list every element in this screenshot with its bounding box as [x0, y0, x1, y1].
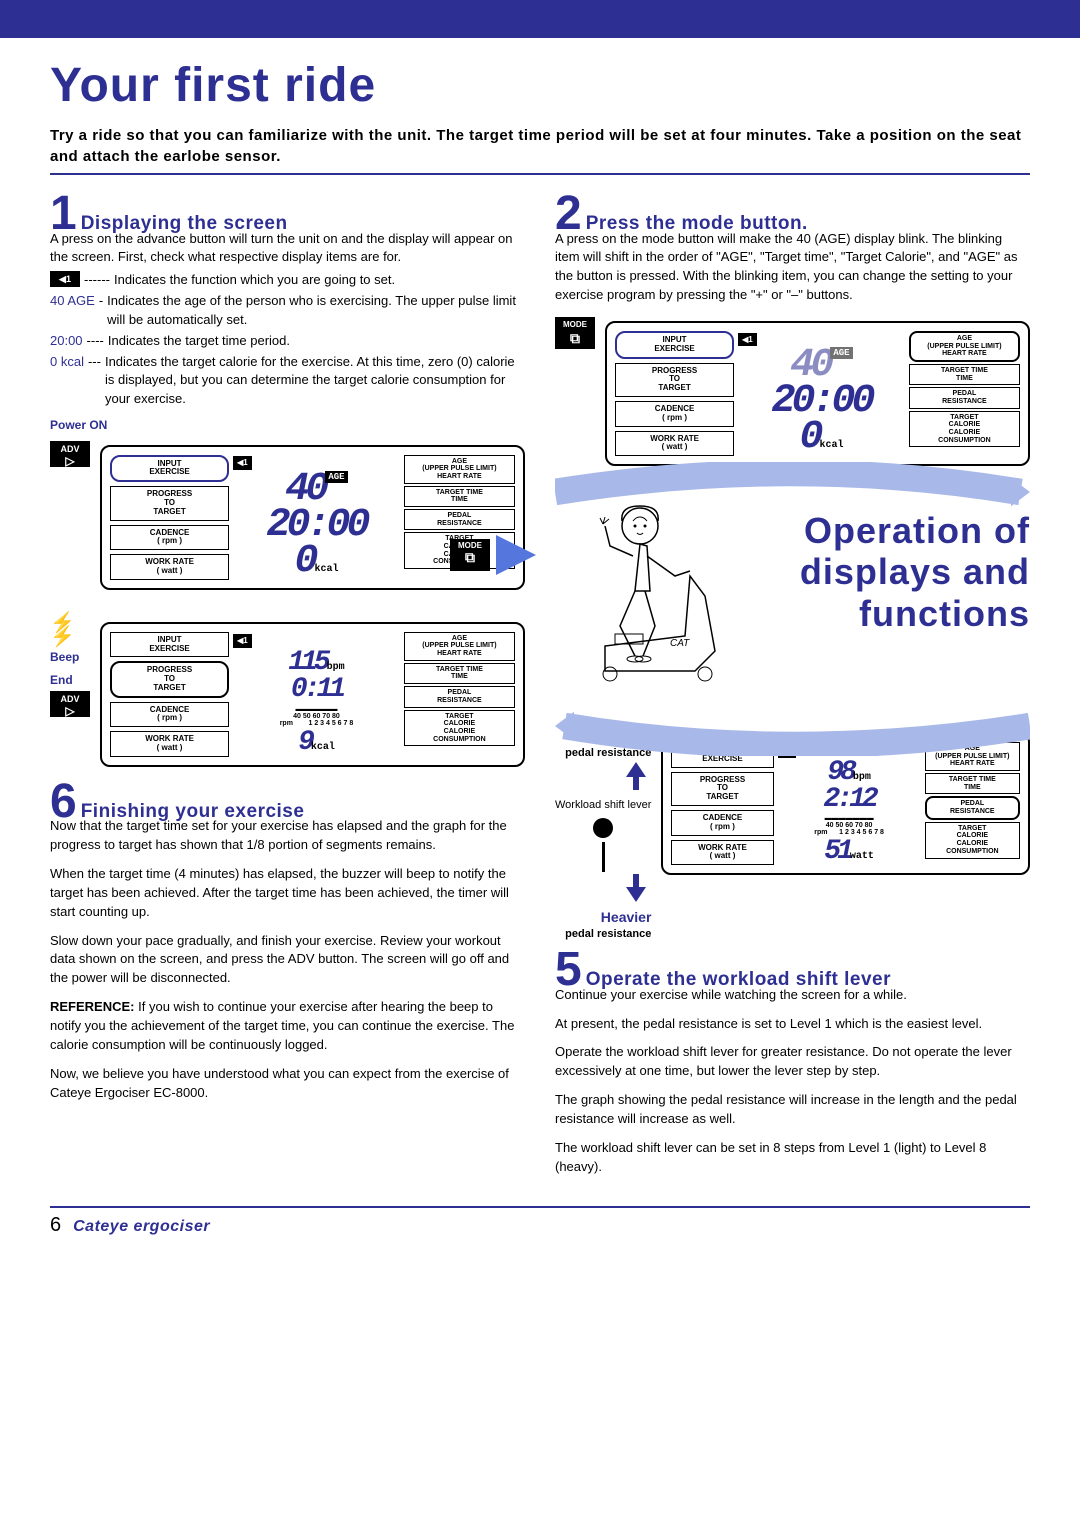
indicator-icon: ◀1: [738, 333, 757, 347]
adv-button-end[interactable]: ADV▷: [50, 691, 90, 717]
left-column: 1 Displaying the screen A press on the a…: [50, 195, 525, 1186]
step2-text: A press on the mode button will make the…: [555, 230, 1030, 305]
step5-p4: The graph showing the pedal resistance w…: [555, 1091, 1030, 1129]
right-column: 2 Press the mode button. A press on the …: [555, 195, 1030, 1186]
beep-icon: ⚡⚡: [50, 616, 75, 644]
watt-value: 51watt: [824, 841, 874, 863]
step5-number: 5: [555, 951, 582, 989]
step2-number: 2: [555, 195, 582, 233]
svg-text:CAT: CAT: [670, 638, 690, 649]
step5-p2: At present, the pedal resistance is set …: [555, 1015, 1030, 1034]
indicator-icon: ◀1: [233, 456, 252, 470]
time-value: 20:00: [771, 386, 871, 418]
step6-p2: When the target time (4 minutes) has ela…: [50, 865, 525, 922]
age-value: 40AGE: [790, 350, 852, 382]
beep-label: Beep: [50, 649, 90, 666]
rpm-scale: ▬▬▬▬▬▬▬40 50 60 70 80rpm 1 2 3 4 5 6 7 8: [814, 815, 884, 836]
kcal-value: 9kcal: [298, 732, 335, 754]
intro-text: Try a ride so that you can familiarize w…: [50, 125, 1030, 175]
age-value: 40AGE: [285, 474, 347, 506]
step6-p1: Now that the target time set for your ex…: [50, 817, 525, 855]
arrow-right-icon: [496, 535, 536, 575]
end-label: End: [50, 672, 90, 689]
mode-button[interactable]: MODE⧉: [555, 317, 595, 349]
arrow-down-icon: [621, 872, 651, 902]
step1-number: 1: [50, 195, 77, 233]
rider-illustration: CAT: [555, 496, 735, 702]
step5-p5: The workload shift lever can be set in 8…: [555, 1139, 1030, 1177]
step5-p1: Continue your exercise while watching th…: [555, 986, 1030, 1005]
step1-text: A press on the advance button will turn …: [50, 230, 525, 268]
rpm-scale: ▬▬▬▬▬▬40 50 60 70 80rpm 1 2 3 4 5 6 7 8: [280, 706, 354, 727]
kcal-value: 0kcal: [294, 546, 338, 578]
indicator-icon: ◀1: [50, 271, 80, 287]
play-icon: ▷: [50, 706, 90, 716]
display-panel-2: INPUTEXERCISE PROGRESSTOTARGET CADENCE( …: [605, 321, 1030, 466]
arrow-up-icon: [621, 762, 651, 792]
kcal-value: 0kcal: [799, 422, 843, 454]
flow-arrow-icon: [555, 696, 1030, 736]
power-on-label: Power ON: [50, 417, 525, 434]
page-title: Your first ride: [50, 58, 1030, 113]
indicator-icon: ◀1: [233, 634, 252, 648]
step6-p3: Slow down your pace gradually, and finis…: [50, 932, 525, 989]
time-value: 20:00: [266, 510, 366, 542]
page-number: 6: [50, 1214, 61, 1237]
lever-knob[interactable]: [593, 818, 613, 838]
step6-number: 6: [50, 783, 77, 821]
time-value: 2:12: [823, 789, 874, 811]
brand-label: Cateye ergociser: [73, 1218, 210, 1236]
bpm-value: 115bpm: [288, 652, 344, 674]
step6-reference: REFERENCE: If you wish to continue your …: [50, 998, 525, 1055]
flow-arrow-icon: [555, 462, 1030, 502]
step1-definitions: ◀1------Indicates the function which you…: [50, 271, 525, 409]
header-bar: [0, 0, 1080, 38]
mode-arrow: MODE⧉: [450, 535, 536, 575]
time-value: 0:11: [291, 679, 342, 701]
step5-p3: Operate the workload shift lever for gre…: [555, 1043, 1030, 1081]
section-title: Operation of displays and functions: [745, 510, 1030, 634]
adv-button[interactable]: ADV▷: [50, 441, 90, 467]
mode-icon: ⧉: [555, 331, 595, 345]
step6-closing: Now, we believe you have understood what…: [50, 1065, 525, 1103]
mode-button-mid[interactable]: MODE⧉: [450, 539, 490, 571]
page-footer: 6 Cateye ergociser: [50, 1206, 1030, 1237]
lever-controls: Lighter pedal resistance Workload shift …: [555, 726, 651, 943]
display-panel-6: INPUTEXERCISE PROGRESSTOTARGET CADENCE( …: [100, 622, 525, 767]
mode-icon: ⧉: [450, 550, 490, 564]
play-icon: ▷: [50, 456, 90, 466]
input-cell: INPUTEXERCISE: [110, 455, 229, 483]
bpm-value: 98bpm: [827, 762, 871, 784]
